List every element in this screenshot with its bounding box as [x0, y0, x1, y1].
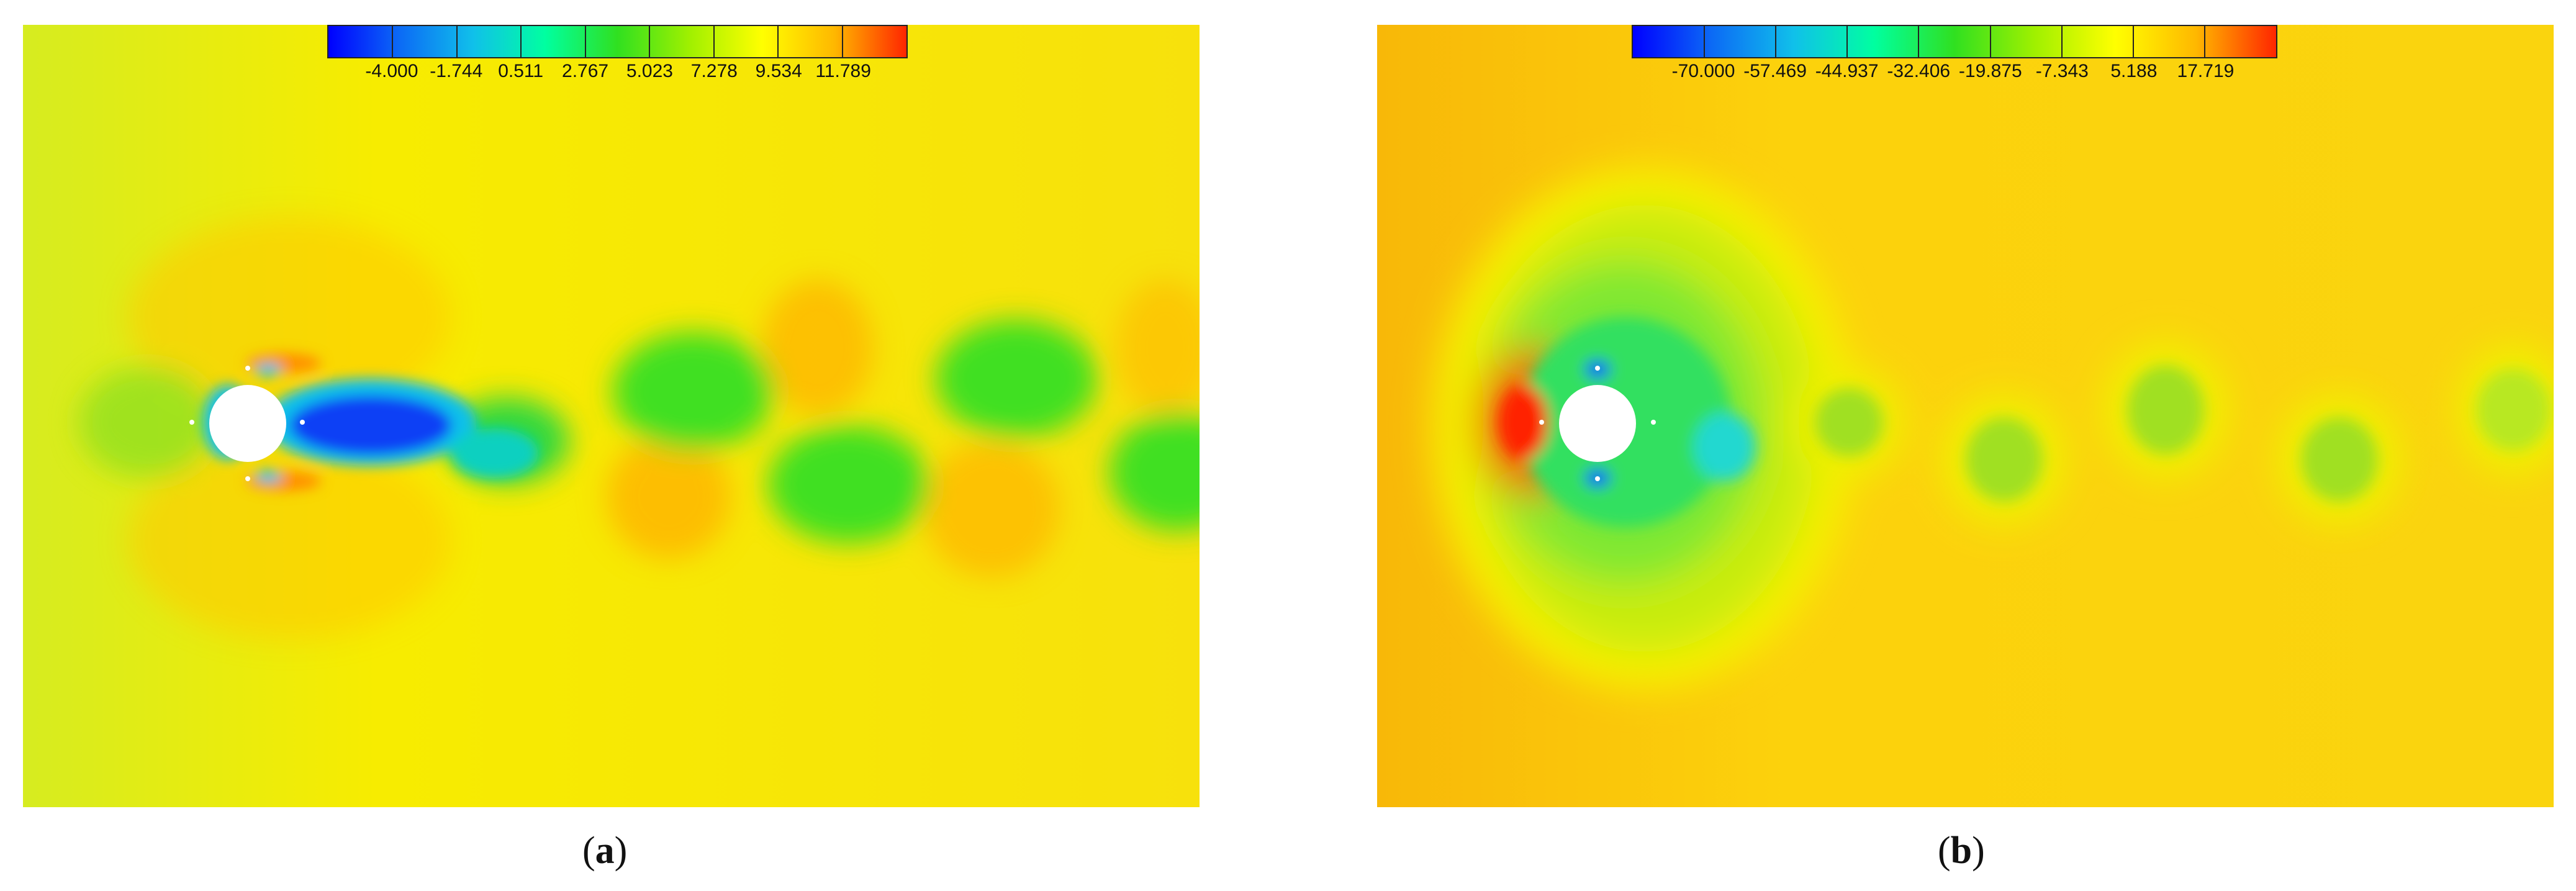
colorbar-tick-label: 0.511: [498, 61, 544, 81]
colorbar-gradient-b: [1632, 25, 2277, 58]
colorbar-tick-label: 11.789: [815, 61, 871, 81]
colorbar-tick-label: -4.000: [365, 61, 418, 81]
colorbar-tick: [2132, 26, 2134, 57]
colorbar-tick-label: -7.343: [2035, 61, 2089, 81]
colorbar-tick: [1918, 26, 1920, 57]
contour-field-a: [23, 25, 1200, 807]
colorbar-tick: [777, 26, 779, 57]
colorbar-tick-label: 7.278: [690, 61, 738, 81]
colorbar-tick: [1989, 26, 1991, 57]
colorbar-tick: [456, 26, 458, 57]
cylinder-a: [209, 385, 286, 462]
colorbar-tick-label: 5.188: [2110, 61, 2158, 81]
colorbar-tick: [520, 26, 522, 57]
contour-panel-a: -4.000 -1.744 0.511 2.767 5.023 7.278 9.534 11.…: [23, 25, 1200, 807]
contour-panel-b: -70.000 -57.469 -44.937 -32.406 -19.875 -7.34…: [1377, 25, 2554, 807]
colorbar-tick-label: -44.937: [1815, 61, 1879, 81]
colorbar-tick: [1775, 26, 1777, 57]
colorbar-tick: [584, 26, 586, 57]
colorbar-tick-label: 17.719: [2177, 61, 2235, 81]
colorbar-tick: [2061, 26, 2063, 57]
colorbar-tick-label: -19.875: [1958, 61, 2022, 81]
colorbar-tick: [713, 26, 715, 57]
caption-a: (a): [582, 830, 628, 872]
colorbar-tick-label: -32.406: [1887, 61, 1951, 81]
colorbar-tick-label: -57.469: [1743, 61, 1807, 81]
colorbar-tick: [1846, 26, 1848, 57]
colorbar-tick-label: 9.534: [755, 61, 802, 81]
colorbar-gradient-a: [327, 25, 908, 58]
colorbar-tick: [841, 26, 843, 57]
colorbar-tick: [392, 26, 394, 57]
caption-b: (b): [1938, 830, 1985, 872]
colorbar-tick-label: -1.744: [430, 61, 483, 81]
colorbar-tick-label: -70.000: [1671, 61, 1735, 81]
colorbar-tick: [649, 26, 651, 57]
colorbar-tick-label: 2.767: [562, 61, 609, 81]
colorbar-tick-label: 5.023: [626, 61, 673, 81]
colorbar-b: -70.000 -57.469 -44.937 -32.406 -19.875 -7.34…: [1632, 25, 2277, 86]
cylinder-b: [1559, 385, 1636, 462]
colorbar-tick: [2203, 26, 2205, 57]
colorbar-a: -4.000 -1.744 0.511 2.767 5.023 7.278 9.534 11.…: [327, 25, 908, 86]
contour-field-b: [1377, 25, 2554, 807]
colorbar-tick: [1704, 26, 1706, 57]
